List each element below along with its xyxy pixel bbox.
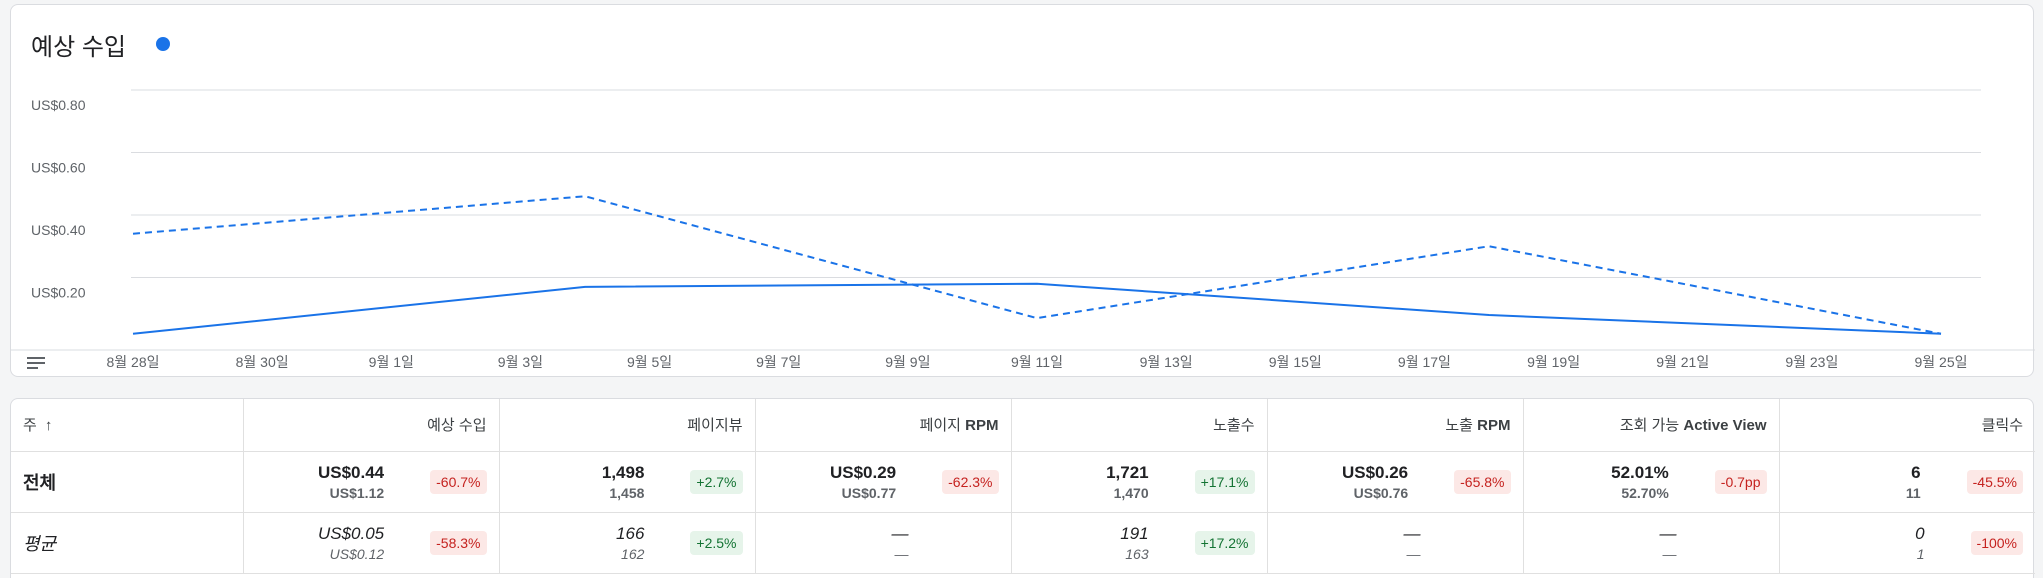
current-value: 191 [1120,523,1149,543]
arrow-up-icon[interactable]: ↑ [44,417,53,435]
column-header[interactable]: 예상 수입 [243,399,500,452]
y-tick-label: US$0.40 [31,222,86,238]
metric-cell: US$0.05 US$0.12 -58.3% [243,512,500,574]
metric-cell: US$0.29 US$0.77 -62.3% [755,451,1012,513]
y-tick-label: US$0.60 [31,160,86,176]
x-tick-label: 8월 28일 [106,354,159,370]
previous-value: 52.70% [1621,484,1669,501]
column-header[interactable]: 노출수 [1011,399,1268,452]
menu-icon[interactable] [27,357,45,373]
current-value: 52.01% [1611,462,1669,482]
x-tick-label: 9월 5일 [627,354,672,370]
current-value: US$0.05 [317,523,385,543]
current-value: 0 [1915,523,1925,543]
change-badge: +17.2% [1194,530,1255,555]
metric-cell: US$0.26 US$0.76 -65.8% [1267,451,1524,513]
x-tick-label: 9월 7일 [756,354,801,370]
metric-cell: — — [1267,512,1524,574]
series-line-solid[interactable] [132,282,1942,335]
previous-value: — [1662,545,1677,562]
x-tick-label: 9월 19일 [1527,354,1580,370]
row-label: 평균 [23,533,57,554]
current-value: US$0.26 [1341,462,1409,482]
change-badge: -0.7pp [1714,469,1767,494]
metric-cell: 1,721 1,470 +17.1% [1011,451,1268,513]
previous-value: 1,470 [1113,484,1149,501]
series-legend-dot[interactable] [156,37,170,51]
change-badge: +2.5% [690,530,743,555]
x-tick-label: 9월 9일 [885,354,930,370]
x-tick-label: 9월 13일 [1140,354,1193,370]
row-label-cell: 전체 [11,451,244,513]
chart-card: 예상 수입 US$0.20 US$0.40 US$0.60 US$0.80 8월 28일… [10,4,2035,377]
previous-value: US$0.76 [1353,484,1409,501]
current-value: 1,721 [1106,462,1149,482]
previous-value: 1 [1916,545,1925,562]
previous-value: 163 [1125,545,1149,562]
metric-cell: — — [755,512,1012,574]
x-tick-label: 8월 30일 [236,354,289,370]
change-badge: +2.7% [690,469,743,494]
metric-cell: 1,498 1,458 +2.7% [499,451,756,513]
current-value: 6 [1911,462,1921,482]
current-value: — [1659,523,1677,543]
change-badge: +17.1% [1194,469,1255,494]
column-header[interactable]: 페이지 RPM [755,399,1012,452]
previous-value: US$0.12 [329,545,385,562]
current-value: — [891,523,909,543]
metric-cell: 52.01% 52.70% -0.7pp [1523,451,1780,513]
change-badge: -62.3% [942,469,999,494]
x-tick-label: 9월 17일 [1398,354,1451,370]
previous-value: 1,458 [609,484,645,501]
previous-value: US$1.12 [329,484,385,501]
chart-title: 예상 수입 [31,34,126,61]
metric-cell: 6 11 -45.5% [1779,451,2035,513]
change-badge: -65.8% [1454,469,1511,494]
table-row-total: 전체 US$0.44 US$1.12 -60.7% 1,498 1,458 +2.7% US… [11,451,2035,513]
metric-cell: US$0.44 US$1.12 -60.7% [243,451,500,513]
column-header[interactable]: 노출 RPM [1267,399,1524,452]
x-tick-label: 9월 1일 [369,354,414,370]
x-tick-label: 9월 3일 [498,354,543,370]
line-chart: US$0.20 US$0.40 US$0.60 US$0.80 8월 28일 8월 30일… [11,89,2035,370]
x-tick-label: 9월 21일 [1656,354,1709,370]
x-tick-label: 9월 11일 [1011,354,1063,370]
row-label: 전체 [23,472,57,493]
current-value: — [1403,523,1421,543]
column-header[interactable]: 클릭수 [1779,399,2035,452]
metric-cell: 166 162 +2.5% [499,512,756,574]
series-line-dashed[interactable] [132,195,1942,335]
previous-value: — [1406,545,1421,562]
change-badge: -58.3% [430,530,487,555]
summary-table: 주 ↑ 예상 수입 페이지뷰 페이지 RPM 노출수 노출 RPM 조회 가능 Active… [11,399,2035,574]
x-tick-label: 9월 23일 [1785,354,1838,370]
current-value: 166 [616,523,645,543]
metric-cell: — — [1523,512,1780,574]
column-header[interactable]: 조회 가능 Active View [1523,399,1780,452]
previous-value: 162 [621,545,645,562]
previous-value: — [894,545,909,562]
change-badge: -100% [1970,530,2023,555]
row-label-cell: 평균 [11,512,244,574]
column-header-week[interactable]: 주 ↑ [11,399,244,452]
column-header[interactable]: 페이지뷰 [499,399,756,452]
metric-cell: 191 163 +17.2% [1011,512,1268,574]
x-tick-label: 9월 15일 [1269,354,1322,370]
previous-value: 11 [1905,484,1921,501]
metric-cell: 0 1 -100% [1779,512,2035,574]
change-badge: -45.5% [1966,469,2023,494]
table-header-row: 주 ↑ 예상 수입 페이지뷰 페이지 RPM 노출수 노출 RPM 조회 가능 Active… [11,399,2035,452]
table-row-average: 평균 US$0.05 US$0.12 -58.3% 166 162 +2.5% — —191 1… [11,512,2035,574]
summary-table-card: 주 ↑ 예상 수입 페이지뷰 페이지 RPM 노출수 노출 RPM 조회 가능 Active… [10,398,2035,578]
current-value: US$0.29 [829,462,897,482]
current-value: 1,498 [601,462,645,482]
y-tick-label: US$0.20 [31,285,86,301]
change-badge: -60.7% [430,469,487,494]
y-tick-label: US$0.80 [31,97,86,113]
previous-value: US$0.77 [841,484,897,501]
current-value: US$0.44 [317,462,385,482]
x-tick-label: 9월 25일 [1914,354,1967,370]
